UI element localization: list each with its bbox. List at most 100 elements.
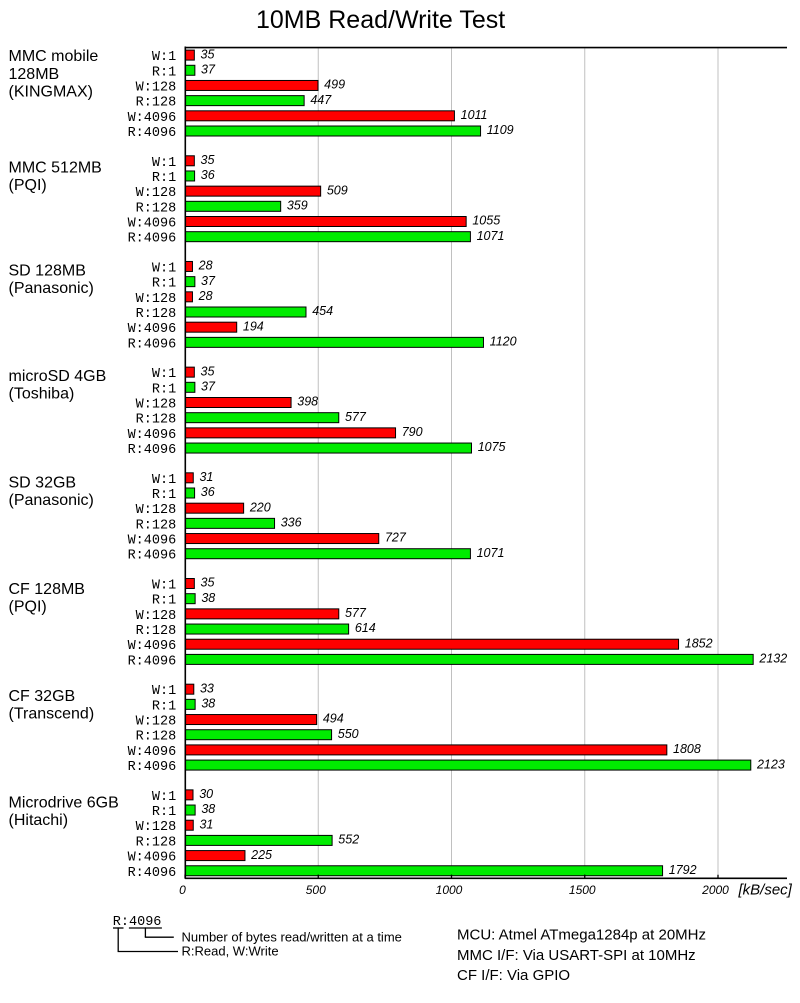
svg-text:1055: 1055 <box>472 214 500 228</box>
svg-text:1075: 1075 <box>478 440 506 454</box>
svg-text:SD 128MB: SD 128MB <box>9 263 86 280</box>
svg-text:W:128: W:128 <box>136 609 177 624</box>
svg-text:(Toshiba): (Toshiba) <box>9 386 75 403</box>
svg-text:1792: 1792 <box>669 863 697 877</box>
svg-text:W:4096: W:4096 <box>128 428 177 443</box>
svg-text:(KINGMAX): (KINGMAX) <box>9 83 93 100</box>
svg-text:447: 447 <box>310 93 332 107</box>
svg-text:W:4096: W:4096 <box>128 322 177 337</box>
svg-text:CF 32GB: CF 32GB <box>9 688 76 705</box>
svg-text:727: 727 <box>385 531 407 545</box>
svg-text:336: 336 <box>281 516 302 530</box>
svg-text:W:1: W:1 <box>152 579 176 594</box>
svg-text:R:128: R:128 <box>136 201 177 216</box>
svg-text:Microdrive 6GB: Microdrive 6GB <box>9 795 119 812</box>
svg-text:37: 37 <box>201 62 216 76</box>
svg-text:W:128: W:128 <box>136 398 177 413</box>
svg-text:W:4096: W:4096 <box>128 217 177 232</box>
svg-text:(PQI): (PQI) <box>9 599 47 616</box>
svg-text:W:4096: W:4096 <box>128 534 177 549</box>
svg-text:CF 128MB: CF 128MB <box>9 581 85 598</box>
svg-text:33: 33 <box>200 681 214 695</box>
svg-text:R:Read, W:Write: R:Read, W:Write <box>182 944 279 959</box>
svg-text:W:1: W:1 <box>152 50 176 65</box>
svg-text:30: 30 <box>199 787 213 801</box>
svg-text:R:4096: R:4096 <box>128 549 177 564</box>
svg-text:1011: 1011 <box>461 108 488 122</box>
svg-text:1120: 1120 <box>490 335 517 349</box>
svg-text:SD 32GB: SD 32GB <box>9 475 77 492</box>
svg-text:500: 500 <box>306 883 326 897</box>
svg-text:2132: 2132 <box>758 652 787 666</box>
svg-text:128MB: 128MB <box>9 66 60 83</box>
svg-text:MMC I/F: Via USART-SPI at 10MH: MMC I/F: Via USART-SPI at 10MHz <box>457 947 696 964</box>
svg-text:W:128: W:128 <box>136 820 177 835</box>
svg-text:790: 790 <box>402 425 423 439</box>
svg-text:38: 38 <box>201 697 215 711</box>
svg-text:1109: 1109 <box>487 123 514 137</box>
svg-text:Number of bytes read/written a: Number of bytes read/written at a time <box>182 929 402 944</box>
svg-text:1500: 1500 <box>569 883 596 897</box>
svg-text:[kB/sec]: [kB/sec] <box>738 881 793 898</box>
svg-text:494: 494 <box>323 712 344 726</box>
svg-text:194: 194 <box>243 319 264 333</box>
svg-text:359: 359 <box>287 199 308 213</box>
svg-text:1808: 1808 <box>673 742 701 756</box>
svg-text:577: 577 <box>345 606 367 620</box>
svg-text:W:4096: W:4096 <box>128 639 177 654</box>
svg-text:1071: 1071 <box>477 229 505 243</box>
svg-text:(Transcend): (Transcend) <box>9 706 95 723</box>
svg-text:W:128: W:128 <box>136 715 177 730</box>
svg-text:398: 398 <box>297 395 318 409</box>
svg-text:454: 454 <box>312 304 333 318</box>
svg-text:R:4096: R:4096 <box>113 915 162 930</box>
svg-text:36: 36 <box>201 168 215 182</box>
svg-text:R:4096: R:4096 <box>128 337 177 352</box>
svg-text:R:4096: R:4096 <box>128 654 177 669</box>
svg-text:2123: 2123 <box>756 757 785 771</box>
svg-text:R:128: R:128 <box>136 518 177 533</box>
svg-text:2000: 2000 <box>701 883 729 897</box>
svg-text:R:1: R:1 <box>152 594 176 609</box>
svg-text:1852: 1852 <box>685 636 713 650</box>
svg-text:35: 35 <box>201 47 215 61</box>
svg-text:35: 35 <box>201 153 215 167</box>
svg-text:R:128: R:128 <box>136 624 177 639</box>
svg-text:W:128: W:128 <box>136 80 177 95</box>
svg-text:37: 37 <box>201 380 216 394</box>
svg-text:W:1: W:1 <box>152 790 176 805</box>
svg-text:R:1: R:1 <box>152 65 176 80</box>
svg-text:MCU: Atmel ATmega1284p at 20MH: MCU: Atmel ATmega1284p at 20MHz <box>457 927 706 944</box>
svg-text:W:4096: W:4096 <box>128 851 177 866</box>
svg-text:509: 509 <box>327 183 348 197</box>
svg-text:R:1: R:1 <box>152 488 176 503</box>
svg-text:W:128: W:128 <box>136 292 177 307</box>
svg-text:1000: 1000 <box>436 883 463 897</box>
svg-text:37: 37 <box>201 274 216 288</box>
svg-text:(Panasonic): (Panasonic) <box>9 492 94 509</box>
svg-text:W:1: W:1 <box>152 261 176 276</box>
svg-text:R:1: R:1 <box>152 277 176 292</box>
svg-text:R:128: R:128 <box>136 730 177 745</box>
svg-text:R:1: R:1 <box>152 382 176 397</box>
svg-text:W:4096: W:4096 <box>128 745 177 760</box>
svg-text:W:128: W:128 <box>136 186 177 201</box>
svg-text:31: 31 <box>199 470 213 484</box>
svg-text:31: 31 <box>199 817 213 831</box>
svg-text:38: 38 <box>201 802 215 816</box>
svg-text:R:128: R:128 <box>136 307 177 322</box>
svg-text:W:128: W:128 <box>136 503 177 518</box>
svg-text:577: 577 <box>345 410 367 424</box>
svg-text:(Hitachi): (Hitachi) <box>9 812 69 829</box>
svg-text:W:4096: W:4096 <box>128 111 177 126</box>
svg-text:MMC mobile: MMC mobile <box>9 48 99 65</box>
svg-text:W:1: W:1 <box>152 684 176 699</box>
svg-text:(Panasonic): (Panasonic) <box>9 280 94 297</box>
svg-text:R:4096: R:4096 <box>128 232 177 247</box>
svg-text:microSD 4GB: microSD 4GB <box>9 368 107 385</box>
svg-text:MMC 512MB: MMC 512MB <box>9 159 102 176</box>
svg-text:R:4096: R:4096 <box>128 866 177 881</box>
svg-text:28: 28 <box>198 259 213 273</box>
svg-text:R:4096: R:4096 <box>128 760 177 775</box>
svg-text:R:128: R:128 <box>136 96 177 111</box>
